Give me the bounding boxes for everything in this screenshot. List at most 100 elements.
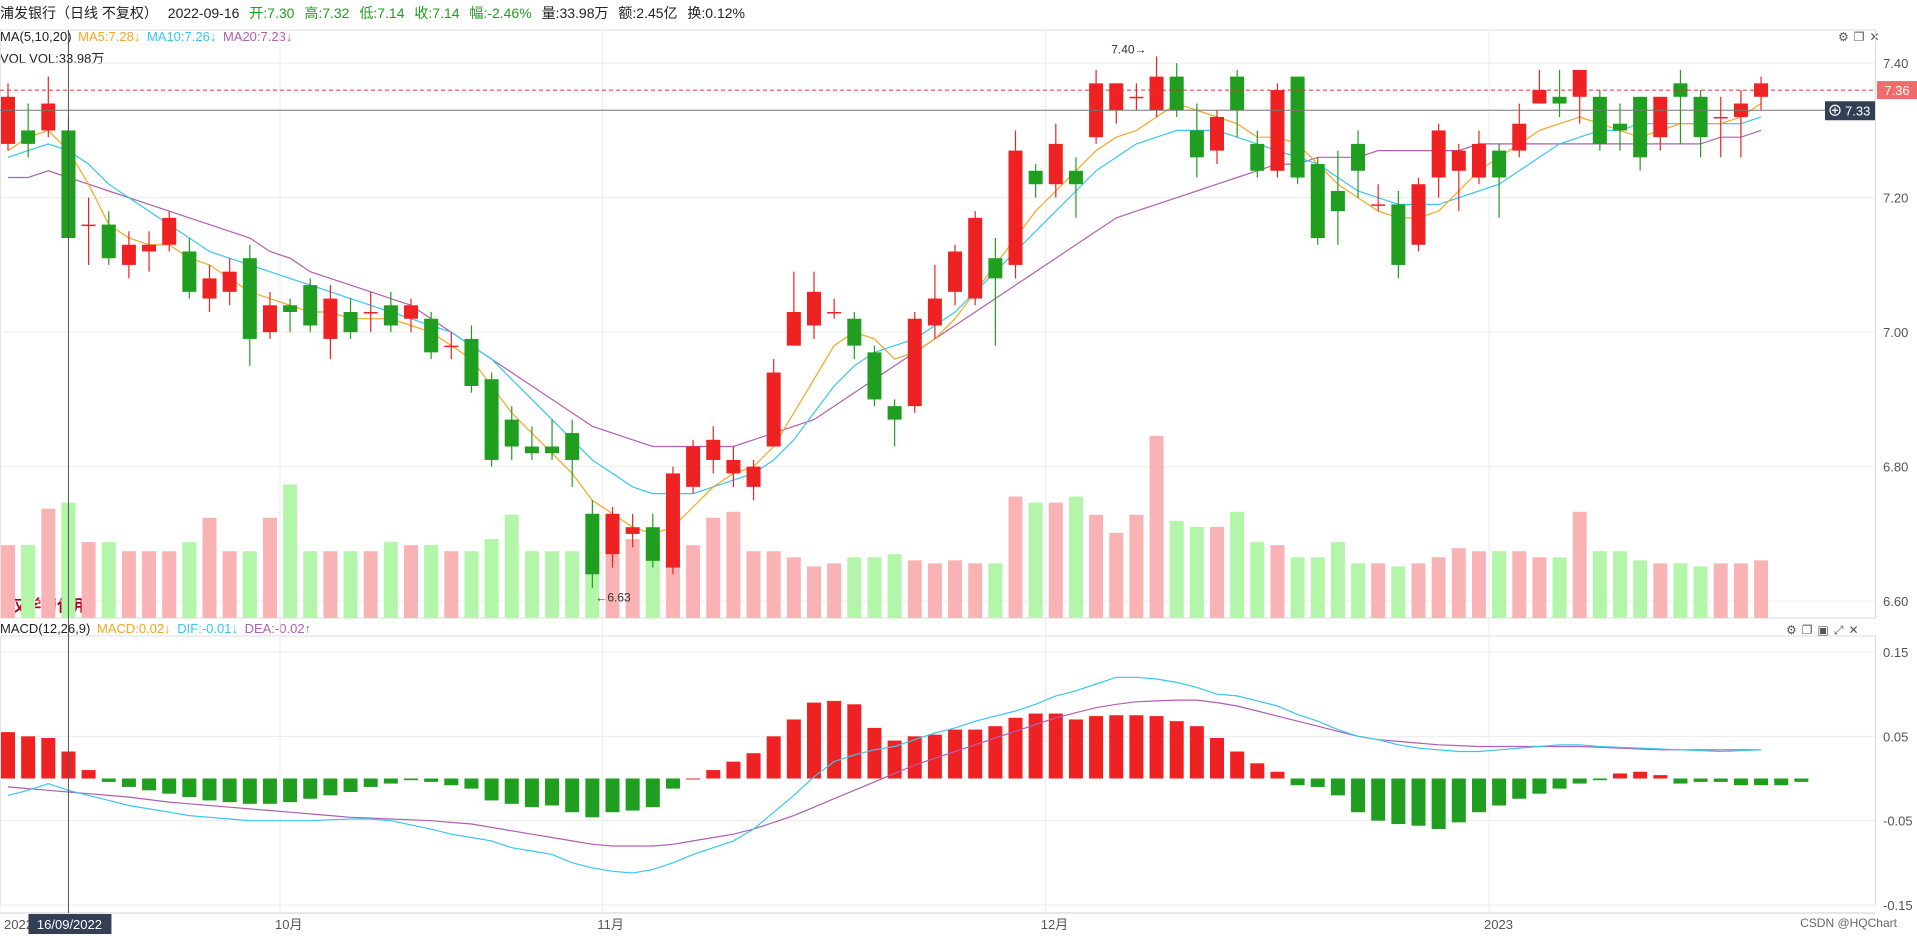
x-tick-label: 12月: [1041, 917, 1068, 932]
price-tick-label: 7.40: [1883, 56, 1908, 71]
x-tick-label: 2022: [4, 917, 33, 932]
macd-bar: [686, 778, 701, 780]
volume-bar: [202, 517, 217, 618]
close-icon[interactable]: ✕: [1869, 30, 1885, 44]
macd-bar: [1210, 738, 1224, 779]
settings-icon[interactable]: ⚙: [1786, 623, 1802, 637]
macd-bar: [927, 734, 942, 779]
volume-bar: [1451, 548, 1466, 618]
candle-body: [504, 419, 519, 447]
candle-body: [1310, 164, 1325, 239]
volume-bar: [847, 557, 862, 618]
ma20-line: [8, 129, 1762, 448]
volume-bar: [1754, 560, 1769, 618]
macd-bar: [1310, 778, 1325, 787]
volume-bar: [625, 539, 640, 618]
expand-icon[interactable]: ⤢: [1833, 623, 1849, 637]
macd-bar: [1633, 771, 1648, 779]
volume-value: 量:33.98万: [541, 5, 609, 21]
candle-body: [222, 271, 237, 292]
volume-bar: [162, 551, 177, 618]
macd-bar: [121, 778, 136, 787]
volume-bar: [81, 542, 96, 618]
volume-bar: [524, 551, 539, 618]
macd-bar: [1512, 778, 1527, 799]
candle-body: [1411, 184, 1426, 245]
last-price-tag: 7.36: [1884, 83, 1909, 98]
volume-bar: [283, 484, 298, 618]
stock-name: 浦发银行（日线 不复权）: [0, 5, 158, 21]
volume-bar: [1189, 526, 1204, 618]
macd-legend-label: MACD(12,26,9): [0, 621, 91, 636]
ma-legend-label: MA(5,10,20): [0, 29, 72, 44]
change-percent: 幅:-2.46%: [469, 5, 532, 21]
price-tick-label: 6.60: [1883, 594, 1908, 609]
candle-body: [1129, 96, 1144, 99]
candle-body: [686, 446, 701, 487]
window-icon[interactable]: ▣: [1817, 623, 1834, 637]
vol-legend: VOL VOL:33.98万: [0, 50, 104, 68]
macd-bar: [242, 778, 257, 804]
volume-bar: [1391, 566, 1406, 618]
macd-bar: [706, 770, 721, 779]
candle-body: [1713, 116, 1728, 119]
high-annotation: 7.40→: [1111, 42, 1146, 56]
candle-body: [1653, 96, 1668, 138]
macd-bar: [585, 778, 600, 818]
macd-bar: [1673, 778, 1688, 784]
ma10-legend: MA10:7.26↓: [146, 29, 217, 44]
low-price: 低:7.14: [359, 5, 405, 21]
price-tick-label: 7.20: [1883, 191, 1908, 206]
candle-body: [1592, 96, 1607, 144]
macd-bar: [142, 778, 157, 791]
macd-bar: [1391, 778, 1406, 825]
volume-bar: [948, 560, 963, 618]
volume-bar: [1693, 566, 1708, 618]
x-tick-label: 2023: [1484, 917, 1513, 932]
close-icon[interactable]: ✕: [1848, 623, 1864, 637]
volume-bar: [686, 545, 701, 618]
candle-body: [867, 352, 882, 400]
candle-body: [1028, 170, 1043, 185]
candle-body: [1230, 76, 1245, 111]
macd-bar: [1351, 778, 1366, 813]
candle-body: [162, 217, 177, 245]
macd-bar: [907, 736, 922, 779]
macd-panel-toolbar: ⚙❐▣⤢✕: [1786, 623, 1864, 638]
volume-bar: [1633, 560, 1648, 618]
candle-body: [383, 305, 398, 326]
volume-bar: [1270, 545, 1285, 618]
candle-body: [1169, 76, 1184, 111]
macd-bar: [1330, 778, 1345, 796]
macd-bar: [1693, 778, 1708, 782]
volume-bar: [303, 551, 318, 618]
volume-bar: [1089, 514, 1104, 618]
macd-bar: [202, 778, 217, 801]
settings-icon[interactable]: ⚙: [1838, 30, 1854, 44]
macd-bar: [424, 778, 439, 782]
volume-bar: [807, 566, 821, 618]
main-panel-toolbar: ⚙❐✕: [1838, 30, 1885, 44]
close-price: 收:7.14: [414, 5, 460, 21]
volume-bar: [1028, 502, 1043, 618]
macd-bar: [1129, 715, 1144, 779]
volume-bar: [1572, 511, 1587, 618]
candle-body: [1552, 96, 1567, 104]
copy-icon[interactable]: ❐: [1801, 623, 1818, 637]
macd-bar: [1149, 716, 1164, 779]
volume-bar: [1008, 496, 1023, 618]
macd-bar: [21, 736, 36, 779]
copy-icon[interactable]: ❐: [1853, 30, 1870, 44]
vol-legend-label: VOL VOL:33.98万: [0, 51, 105, 66]
macd-bar: [1068, 719, 1083, 779]
macd-bar: [182, 778, 197, 798]
volume-bar: [383, 542, 398, 618]
candle-body: [303, 285, 318, 326]
macd-bar: [262, 778, 277, 804]
macd-bar: [383, 778, 398, 784]
volume-bar: [323, 551, 338, 618]
volume-bar: [1613, 551, 1627, 618]
candle-body: [827, 312, 842, 314]
crosshair-date-label: 16/09/2022: [37, 917, 102, 932]
